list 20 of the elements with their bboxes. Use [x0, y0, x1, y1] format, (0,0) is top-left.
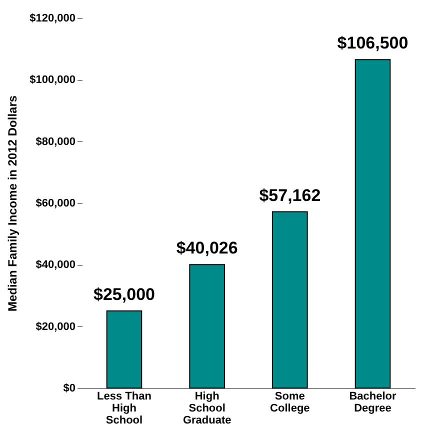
y-tick-label: $100,000	[30, 74, 76, 86]
y-tick-label: $120,000	[30, 12, 76, 24]
y-tick-label: $80,000	[36, 136, 76, 148]
bar	[272, 211, 308, 388]
y-axis-title: Median Family Income in 2012 Dollars	[6, 95, 20, 312]
x-tick-label: Some College	[270, 390, 310, 414]
y-tick-label: $0	[63, 382, 76, 394]
y-tick-label: $40,000	[36, 259, 76, 272]
x-tick-label: Less Than High School	[97, 390, 152, 426]
y-tick-label: $20,000	[36, 320, 76, 333]
data-label: $40,026	[176, 238, 238, 258]
bar	[106, 310, 142, 388]
y-tick-label: $60,000	[36, 198, 76, 210]
bar	[354, 59, 391, 388]
x-tick-label: Bachelor Degree	[349, 390, 398, 414]
data-label: $25,000	[94, 284, 155, 304]
data-label: $106,500	[337, 34, 408, 53]
bar	[189, 264, 225, 388]
data-label: $57,162	[259, 186, 321, 205]
x-tick-label: High School Graduate	[182, 390, 232, 426]
